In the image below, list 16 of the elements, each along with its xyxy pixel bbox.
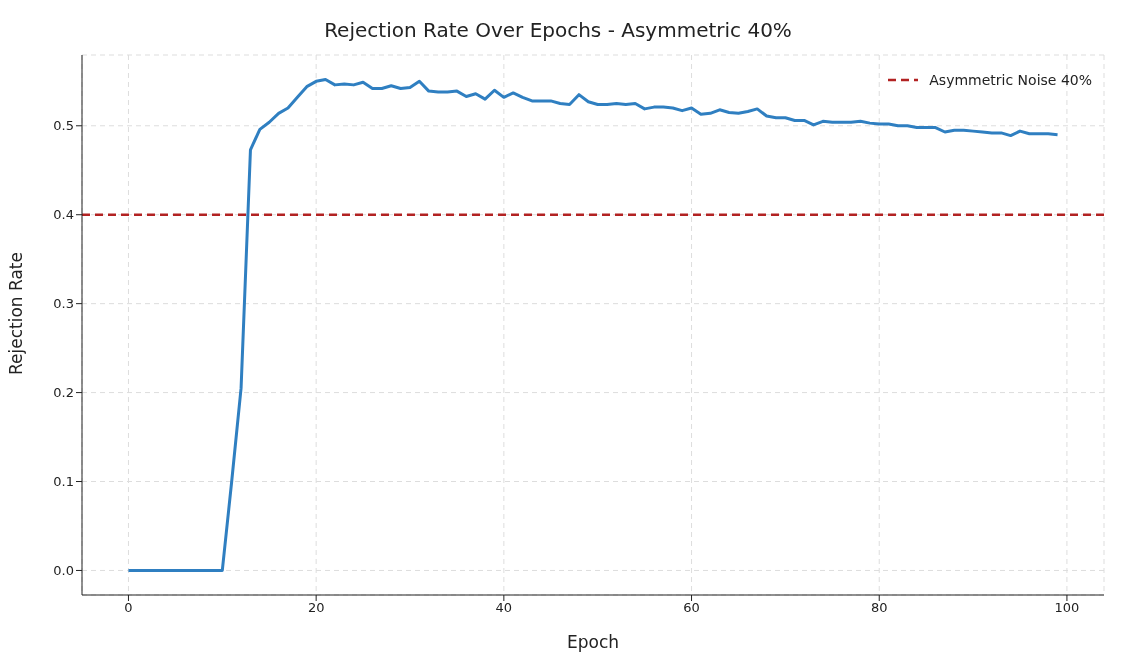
y-axis-title: Rejection Rate	[6, 252, 27, 375]
y-tick-label: 0.5	[53, 118, 74, 134]
y-tick-label: 0.3	[53, 296, 74, 312]
y-tick-label: 0.0	[53, 563, 74, 579]
x-tick-label: 80	[870, 600, 888, 616]
y-tick-label: 0.4	[53, 207, 74, 223]
x-tick-label: 100	[1054, 600, 1080, 616]
x-tick-label: 20	[307, 600, 325, 616]
legend-label: Asymmetric Noise 40%	[929, 72, 1092, 88]
x-tick-label: 0	[124, 600, 133, 616]
x-tick-label: 60	[683, 600, 700, 616]
y-tick-label: 0.1	[53, 474, 74, 490]
y-tick-label: 0.2	[53, 385, 74, 401]
x-axis-title: Epoch	[566, 632, 620, 652]
x-tick-label: 40	[495, 600, 513, 616]
chart-title: Rejection Rate Over Epochs - Asymmetric 40%	[323, 18, 793, 42]
